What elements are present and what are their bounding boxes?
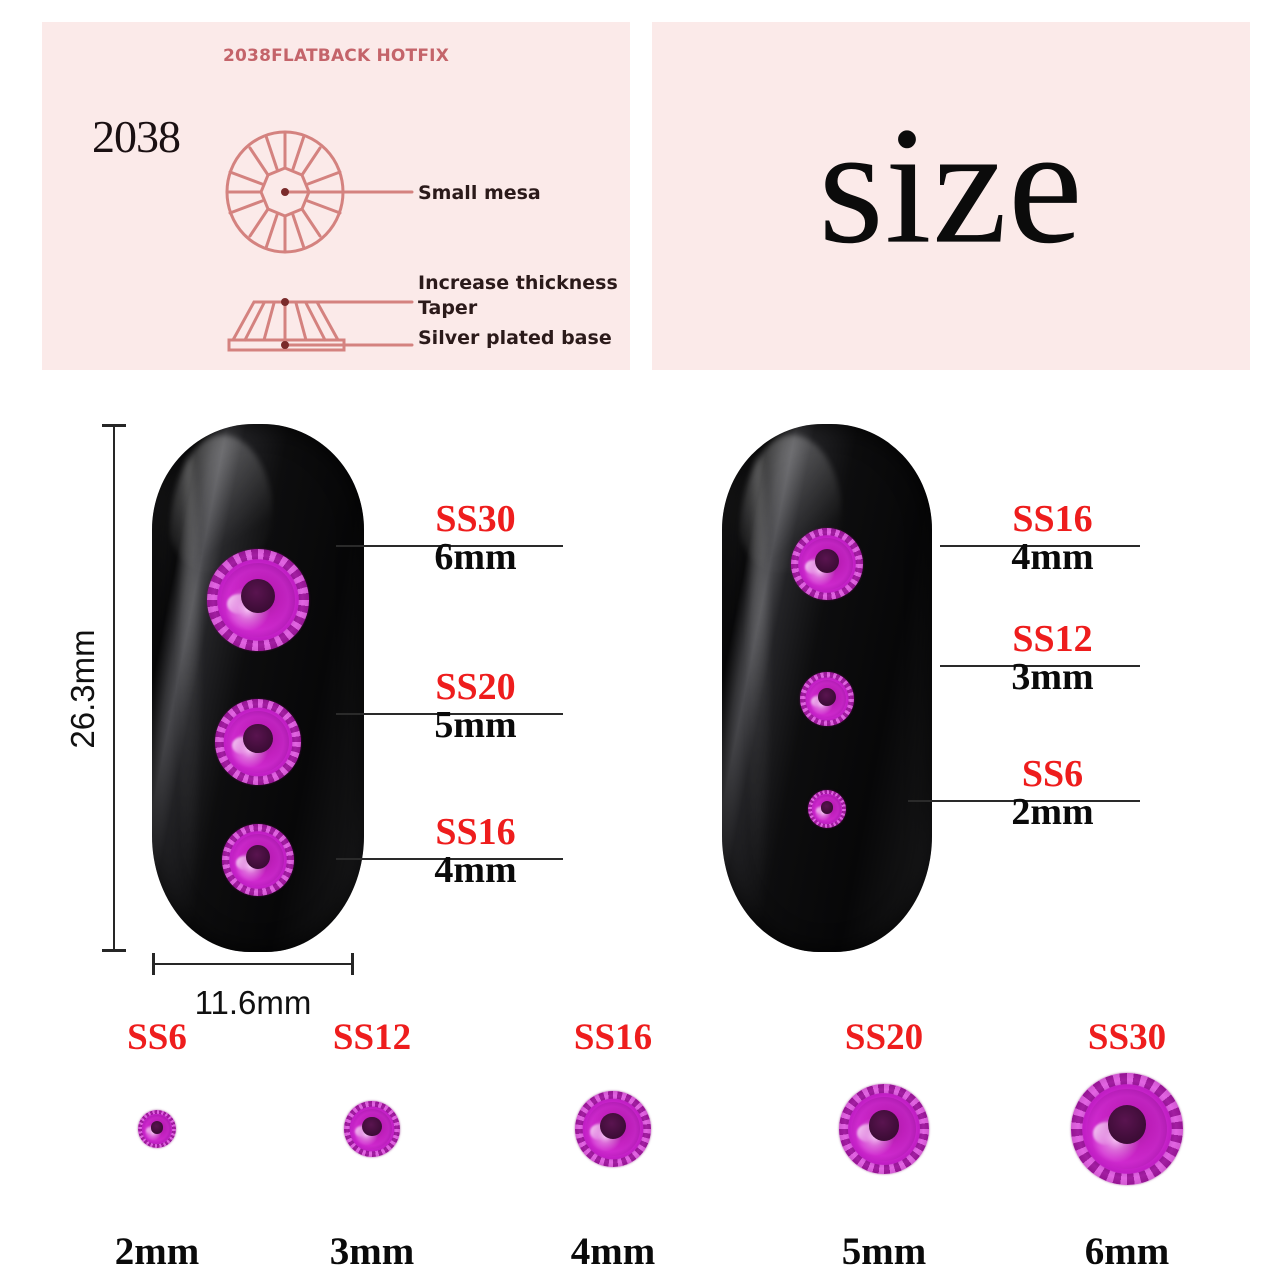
nail-height-dimension-text: 26.3mm (64, 629, 101, 749)
nail-right-gem-ss16 (791, 528, 863, 600)
ss-value: SS12 (1012, 618, 1093, 660)
mm-value: 6mm (434, 536, 517, 578)
swatch-gem-wrap (267, 1064, 477, 1194)
swatch-gem-wrap (1022, 1064, 1232, 1194)
callout-label-small-mesa: Small mesa (418, 182, 541, 204)
callout-label-taper: Taper (418, 297, 478, 319)
nail-right-gem-ss6 (808, 790, 846, 828)
swatch-gem (839, 1084, 929, 1174)
leader-line-ss16 (336, 858, 563, 860)
callout-label-silver-plated-base: Silver plated base (418, 327, 612, 349)
swatch-ss12: SS12 3mm (267, 1016, 477, 1288)
mm-value: 2mm (1011, 791, 1094, 833)
gem-sparkle (355, 1125, 369, 1137)
mm-value: 3mm (1011, 656, 1094, 698)
dimension-cap-right (351, 953, 354, 975)
gem-table-facet (362, 1117, 382, 1137)
product-code-label: 2038 (92, 111, 181, 162)
size-label-ss16-right: SS16 4mm (965, 500, 1140, 578)
anchor-dot-base (281, 341, 289, 349)
swatch-gem (1071, 1073, 1183, 1185)
swatch-ss16: SS16 4mm (508, 1016, 718, 1288)
gem-table-facet (600, 1113, 626, 1139)
ss-value: SS6 (1021, 753, 1084, 795)
swatch-mm-label: 3mm (329, 1230, 415, 1273)
gem-sparkle (145, 1126, 155, 1135)
mm-value: 4mm (434, 849, 517, 891)
leader-line-ss6-right (908, 800, 1140, 802)
swatch-ss20: SS20 5mm (779, 1016, 989, 1288)
swatch-mm-label: 6mm (1084, 1230, 1170, 1273)
flatback-technical-drawing (225, 130, 414, 352)
nail-height-dimension-line (102, 424, 126, 952)
ss-value: SS20 (435, 666, 516, 708)
swatch-gem-wrap (779, 1064, 989, 1194)
swatch-ss-label: SS30 (1087, 1017, 1167, 1058)
nail-swatch-left (152, 424, 364, 952)
size-title-panel: size (652, 22, 1250, 370)
dimension-cap-left (152, 953, 155, 975)
ss-value: SS16 (435, 811, 516, 853)
size-label-ss6-right: SS6 2mm (965, 755, 1140, 833)
gem-table-facet (814, 548, 840, 574)
swatch-mm-label: 2mm (114, 1230, 200, 1273)
anchor-dot-mesa (281, 188, 289, 196)
ss-value: SS30 (435, 498, 516, 540)
ss-value: SS16 (1012, 498, 1093, 540)
size-label-ss12-right: SS12 3mm (965, 620, 1140, 698)
leader-line-ss16-right (940, 545, 1140, 547)
nail-left-gem-ss20 (215, 699, 301, 785)
size-label-ss20: SS20 5mm (388, 668, 563, 746)
swatch-mm-label: 4mm (570, 1230, 656, 1273)
swatch-gem (575, 1091, 651, 1167)
swatch-ss-label: SS6 (127, 1017, 187, 1058)
swatch-ss-label: SS12 (332, 1017, 412, 1058)
gem-sparkle (815, 806, 825, 815)
size-wordmark: size (818, 92, 1084, 279)
leader-line-ss12-right (940, 665, 1140, 667)
gem-table-facet (868, 1110, 900, 1141)
gem-table-facet (150, 1121, 164, 1134)
swatch-mm-label: 5mm (841, 1230, 927, 1273)
mm-value: 4mm (1011, 536, 1094, 578)
gem-table-facet (817, 687, 837, 707)
product-diagram-panel: 2038FLATBACK HOTFIX 2038 (42, 22, 630, 370)
swatch-ss-label: SS20 (844, 1017, 924, 1058)
gem-table-facet (245, 844, 271, 870)
gem-table-facet (240, 578, 276, 614)
gem-table-facet (820, 801, 834, 814)
diagram-heading: 2038FLATBACK HOTFIX (223, 46, 449, 66)
swatch-ss30: SS30 6mm (1022, 1016, 1232, 1288)
gem-table-facet (1107, 1105, 1147, 1144)
mm-value: 5mm (434, 704, 517, 746)
anchor-dot-thickness (281, 298, 289, 306)
gem-sparkle (810, 695, 824, 707)
swatch-gem-wrap (508, 1064, 718, 1194)
size-label-ss30: SS30 6mm (388, 500, 563, 578)
swatch-gem (344, 1101, 400, 1157)
dimension-cap-top (102, 424, 126, 427)
nail-right-gem-ss12 (800, 672, 854, 726)
nail-left-gem-ss16 (222, 824, 294, 896)
size-label-ss16-left: SS16 4mm (388, 813, 563, 891)
size-comparison-row: SS6 2mm SS12 3mm SS16 (0, 1016, 1288, 1288)
nail-width-dimension-line (152, 953, 354, 975)
swatch-ss-label: SS16 (573, 1017, 653, 1058)
dimension-cap-bottom (102, 949, 126, 952)
leader-line-ss30 (336, 545, 563, 547)
callout-label-increase-thickness: Increase thickness (418, 272, 618, 294)
gem-table-facet (243, 723, 273, 754)
nail-swatch-right (722, 424, 932, 952)
swatch-gem-wrap (52, 1064, 262, 1194)
leader-line-ss20 (336, 713, 563, 715)
swatch-ss6: SS6 2mm (52, 1016, 262, 1288)
swatch-gem (138, 1110, 176, 1148)
nail-left-gem-ss30 (207, 549, 309, 651)
nail-width-dimension-text: 11.6mm (194, 984, 312, 1021)
